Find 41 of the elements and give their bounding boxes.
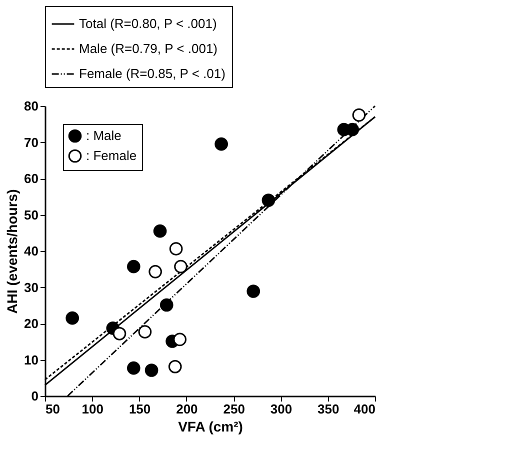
point — [148, 265, 162, 278]
x-tick-label: 300 — [270, 402, 292, 416]
legend-label: : Male — [86, 128, 122, 143]
point — [153, 224, 167, 238]
point — [173, 332, 186, 346]
y-tick-label: 70 — [24, 134, 38, 150]
legend-label: : Female — [86, 148, 137, 163]
y-tick-label: 80 — [24, 98, 38, 114]
x-tick-label: 400 — [354, 402, 376, 416]
point — [126, 260, 140, 274]
point — [214, 137, 228, 151]
y-tick-label: 50 — [24, 207, 38, 222]
x-tick-label: 350 — [318, 402, 340, 416]
point — [126, 361, 140, 375]
legend-label: Total (R=0.80, P < .001) — [79, 16, 217, 31]
x-tick-label: 150 — [128, 402, 151, 416]
y-tick-label: 20 — [24, 316, 38, 331]
point — [160, 298, 174, 312]
y-tick-label: 30 — [24, 280, 38, 295]
x-tick-label: 250 — [223, 402, 245, 416]
y-tick-label: 40 — [24, 244, 38, 258]
point — [169, 242, 183, 256]
y-tick-label: 0 — [31, 388, 38, 404]
point — [144, 364, 158, 377]
point — [174, 260, 188, 274]
point — [352, 108, 366, 122]
y-tick-label: 10 — [24, 352, 38, 368]
y-axis-title: AHI (events/hours) — [4, 189, 20, 314]
point — [138, 325, 152, 338]
x-tick-label: 200 — [176, 402, 198, 416]
point — [246, 284, 260, 298]
point — [168, 360, 182, 374]
x-axis-title: VFA (cm²) — [178, 418, 243, 434]
legend-label: Male (R=0.79, P < .001) — [79, 41, 218, 56]
x-tick-label: 100 — [82, 402, 104, 416]
y-tick-label: 60 — [24, 171, 38, 186]
point — [262, 194, 276, 207]
point — [66, 311, 80, 325]
point — [112, 326, 126, 340]
x-tick-label: 50 — [46, 402, 60, 416]
legend-label: Female (R=0.85, P < .01) — [79, 66, 226, 81]
